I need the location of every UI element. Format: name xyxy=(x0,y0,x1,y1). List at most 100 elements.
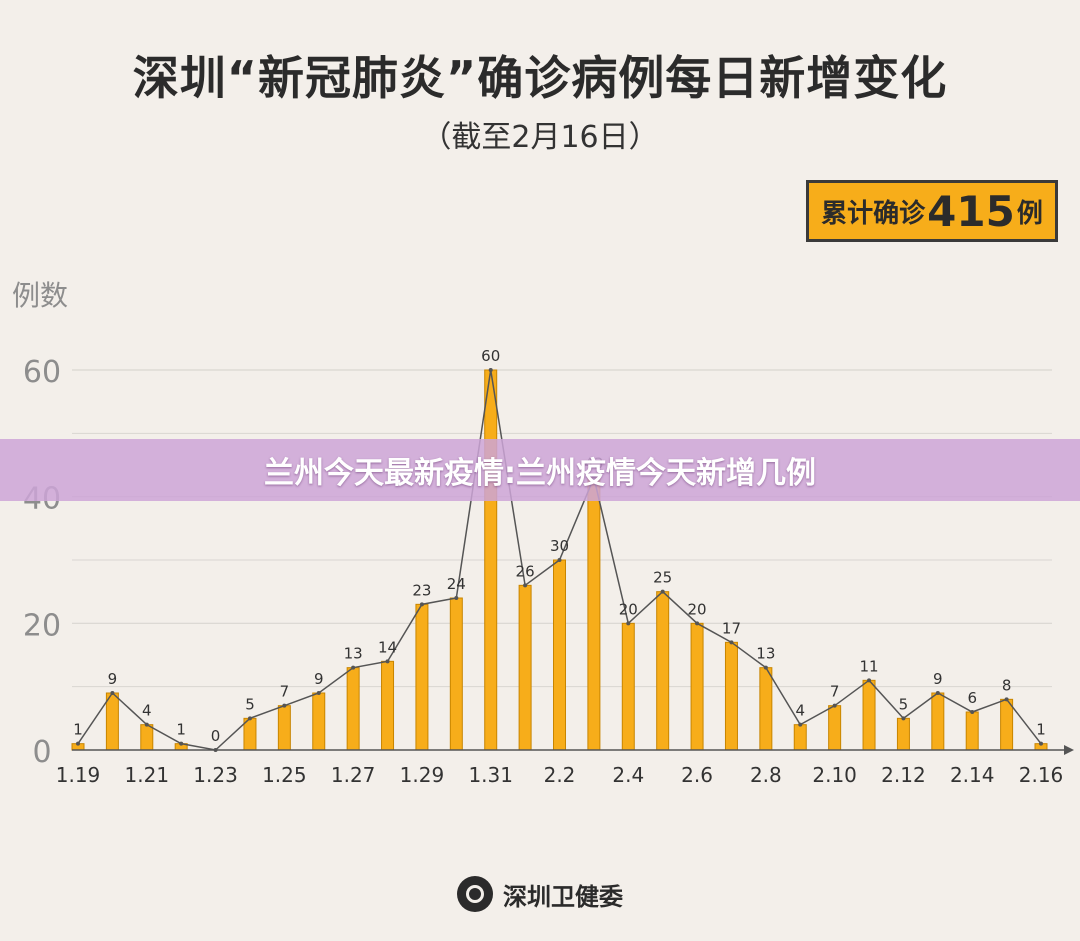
x-tick-label: 1.27 xyxy=(331,763,376,787)
chart-title: 深圳“新冠肺炎”确诊病例每日新增变化 xyxy=(132,51,948,105)
trend-point-2.11 xyxy=(867,678,872,683)
y-tick-label: 20 xyxy=(23,608,61,643)
bar-2.3 xyxy=(587,477,601,751)
data-label-1.25: 7 xyxy=(280,683,290,701)
data-label-1.19: 1 xyxy=(73,721,83,739)
data-label-1.21: 4 xyxy=(142,702,152,720)
y-tick-label: 60 xyxy=(23,355,61,390)
data-label-2.10: 7 xyxy=(830,683,840,701)
trend-point-1.31 xyxy=(488,368,493,372)
bar-1.27 xyxy=(346,667,360,751)
data-label-2.5: 25 xyxy=(653,569,672,587)
trend-point-1.26 xyxy=(316,691,321,695)
trend-point-2.4 xyxy=(626,621,631,626)
bar-2.2 xyxy=(553,559,566,751)
trend-point-2.8 xyxy=(763,665,768,670)
data-label-1.24: 5 xyxy=(245,695,255,713)
health-commission-logo-icon xyxy=(457,876,493,912)
trend-point-1.29 xyxy=(419,602,424,607)
trend-point-2.1 xyxy=(523,583,528,588)
bar-2.9 xyxy=(793,724,807,751)
x-tick-label: 1.29 xyxy=(400,763,445,787)
data-label-2.2: 30 xyxy=(550,537,569,555)
data-label-2.11: 11 xyxy=(859,657,878,675)
data-label-1.29: 23 xyxy=(412,581,431,599)
data-label-2.6: 20 xyxy=(688,600,707,618)
data-label-2.12: 5 xyxy=(899,695,909,713)
bar-2.8 xyxy=(759,667,773,751)
bar-2.5 xyxy=(656,591,670,751)
trend-point-1.21 xyxy=(144,722,149,727)
x-tick-label: 2.4 xyxy=(612,763,644,787)
banner-text: 兰州今天最新疫情:兰州疫情今天新增几例 xyxy=(264,456,816,491)
bar-2.11 xyxy=(862,679,876,751)
bar-1.25 xyxy=(277,705,291,751)
total-value: 415 xyxy=(927,186,1015,236)
bar-2.14 xyxy=(965,711,979,751)
data-label-1.26: 9 xyxy=(314,670,324,688)
x-axis-arrow-icon xyxy=(1064,745,1074,755)
trend-point-2.7 xyxy=(729,640,734,645)
total-label: 累计确诊 xyxy=(821,198,926,229)
trend-point-1.30 xyxy=(454,596,459,600)
trend-point-1.20 xyxy=(110,691,115,695)
bar-1.31 xyxy=(484,369,498,751)
x-tick-label: 1.19 xyxy=(56,763,101,787)
bar-1.29 xyxy=(415,603,429,751)
bar-2.15 xyxy=(1000,698,1014,751)
bar-2.12 xyxy=(896,717,910,751)
x-tick-label: 2.16 xyxy=(1019,763,1064,787)
trend-point-2.12 xyxy=(901,716,906,721)
trend-point-2.16 xyxy=(1039,741,1043,746)
data-label-2.9: 4 xyxy=(795,702,805,720)
x-tick-label: 1.21 xyxy=(125,763,170,787)
bar-1.26 xyxy=(312,692,326,751)
bar-2.6 xyxy=(690,622,704,751)
bar-1.20 xyxy=(105,692,119,751)
chart-subtitle: （截至2月16日） xyxy=(421,120,659,155)
trend-point-1.24 xyxy=(247,716,252,721)
x-tick-label: 1.23 xyxy=(193,763,238,787)
total-unit: 例 xyxy=(1016,198,1043,229)
data-label-2.8: 13 xyxy=(756,645,775,663)
data-label-1.31: 60 xyxy=(481,347,500,365)
x-tick-label: 2.8 xyxy=(750,763,782,787)
data-label-2.7: 17 xyxy=(722,619,741,637)
data-label-2.15: 8 xyxy=(1002,676,1012,694)
footer: 深圳卫健委 xyxy=(0,876,1080,912)
x-tick-label: 2.6 xyxy=(681,763,713,787)
trend-point-1.19 xyxy=(76,741,80,746)
footer-org: 深圳卫健委 xyxy=(503,882,623,911)
bar-2.13 xyxy=(931,692,945,751)
trend-point-1.27 xyxy=(351,665,356,670)
x-tick-label: 2.12 xyxy=(881,763,926,787)
trend-point-2.9 xyxy=(798,722,803,727)
x-tick-label: 2.14 xyxy=(950,763,995,787)
total-confirmed-badge: 累计确诊 415 例 xyxy=(806,180,1058,242)
overlay-banner: 兰州今天最新疫情:兰州疫情今天新增几例 xyxy=(0,439,1080,501)
data-label-1.22: 1 xyxy=(176,721,186,739)
trend-point-2.6 xyxy=(695,621,700,626)
x-tick-label: 2.2 xyxy=(544,763,576,787)
x-tick-label: 1.25 xyxy=(262,763,307,787)
bar-2.7 xyxy=(724,641,738,751)
data-label-1.28: 14 xyxy=(378,638,397,656)
trend-point-2.10 xyxy=(832,703,837,708)
bar-1.21 xyxy=(140,724,154,751)
x-tick-label: 2.10 xyxy=(812,763,857,787)
bar-2.4 xyxy=(621,622,635,751)
data-label-1.23: 0 xyxy=(211,727,221,745)
data-label-2.4: 20 xyxy=(619,600,638,618)
y-tick-label: 0 xyxy=(32,735,51,770)
data-label-1.20: 9 xyxy=(108,670,118,688)
trend-point-2.13 xyxy=(935,691,940,695)
trend-point-2.15 xyxy=(1004,697,1009,702)
data-label-1.30: 24 xyxy=(447,575,466,593)
trend-point-2.5 xyxy=(660,589,665,594)
x-tick-label: 1.31 xyxy=(468,763,513,787)
trend-point-2.14 xyxy=(970,710,975,714)
trend-point-1.28 xyxy=(385,659,390,664)
data-label-2.1: 26 xyxy=(516,562,535,580)
data-label-1.27: 13 xyxy=(344,645,363,663)
